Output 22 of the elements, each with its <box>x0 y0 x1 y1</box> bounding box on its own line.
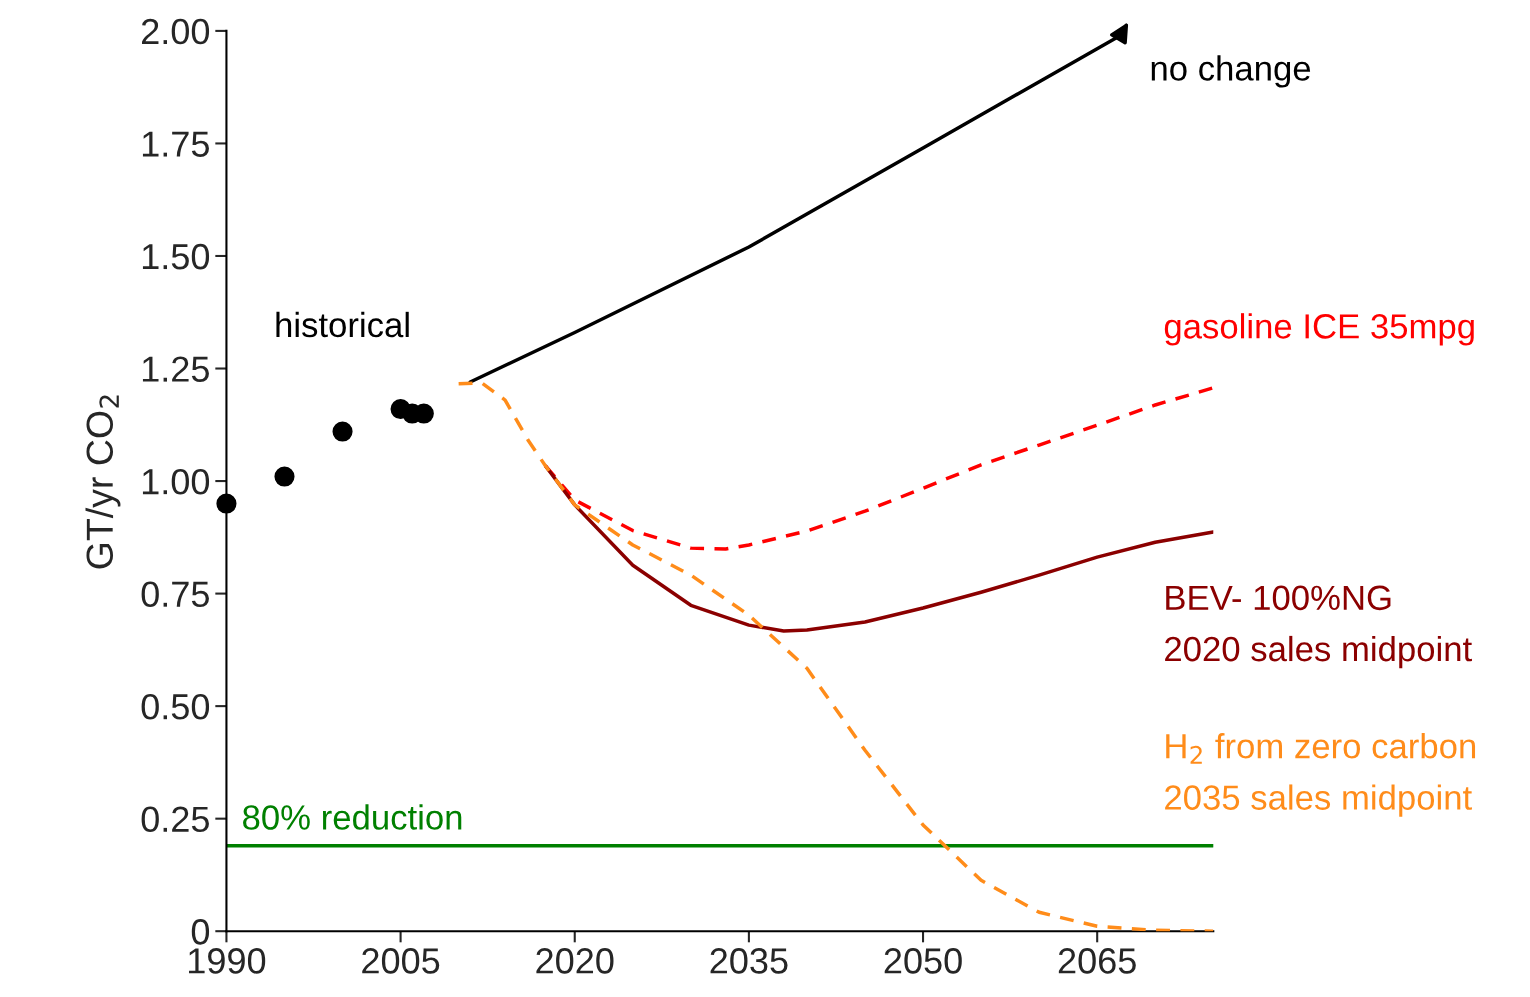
series-label: gasoline ICE 35mpg <box>1164 313 1474 346</box>
legend-label: no change <box>1151 55 1311 88</box>
y-tick-label: 1.00 <box>142 468 210 495</box>
x-tick-label: 2005 <box>362 948 440 974</box>
x-tick-label: 2035 <box>710 948 788 974</box>
x-tick-label: 2065 <box>1058 948 1136 974</box>
y-tick-label: 1.50 <box>142 243 210 270</box>
y-tick-label: 0.50 <box>141 693 210 720</box>
y-axis-title: GT/yr CO$_{2}$ <box>85 395 121 569</box>
y-tick-label: 0.75 <box>141 581 209 608</box>
y-tick-label: 2.00 <box>142 18 210 45</box>
x-tick-label: 1990 <box>189 948 266 974</box>
series-label: historical <box>276 311 409 338</box>
y-tick-label: 0.25 <box>141 806 209 833</box>
y-tick-label: 1.25 <box>142 356 209 382</box>
y-tick-label: 0 <box>191 919 210 945</box>
text: H$_{2}$ from zero carbon 2035 sales midpoint <box>1165 733 1476 817</box>
x-tick-label: 2020 <box>536 948 614 974</box>
x-tick-label: 2050 <box>884 948 962 974</box>
series-label: BEV- 100%NG 2020 sales midpoint <box>1165 585 1472 669</box>
y-tick-label: 1.75 <box>142 131 209 157</box>
ref-line-label: 80% reduction <box>243 804 462 830</box>
